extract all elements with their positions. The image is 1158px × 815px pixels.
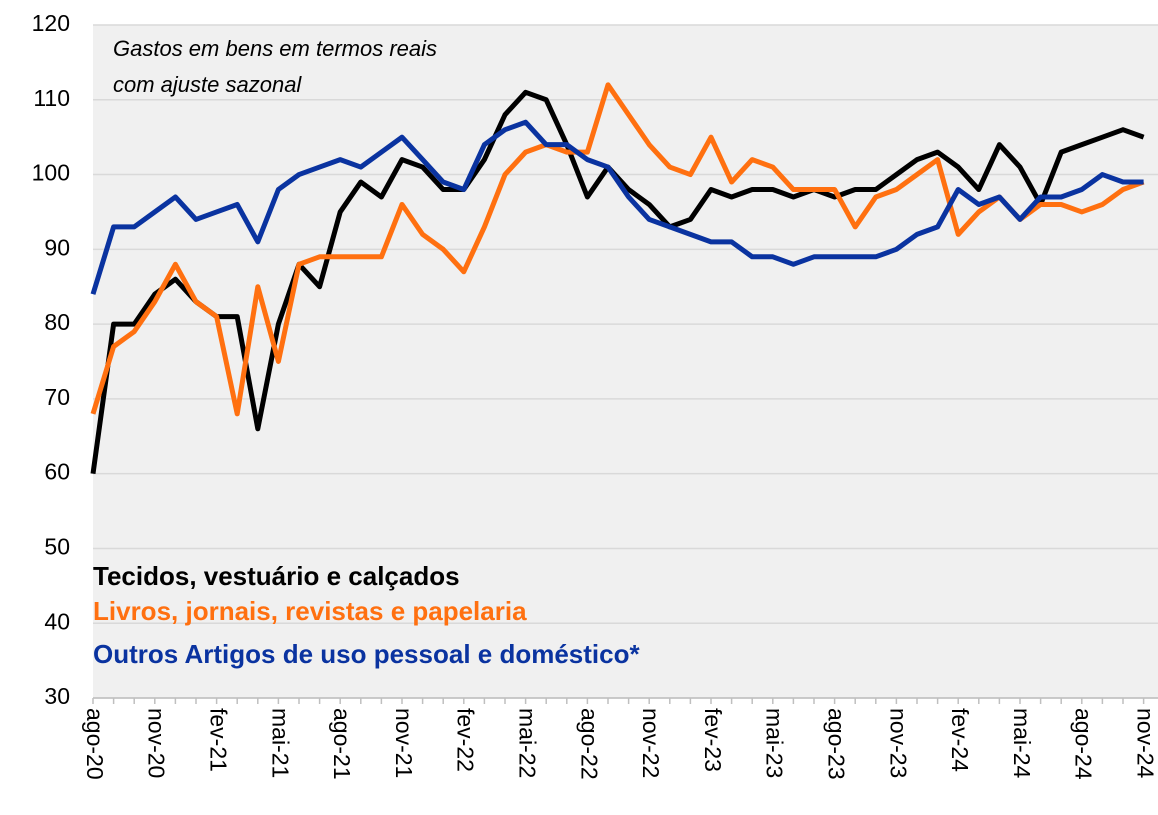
legend-entry: Outros Artigos de uso pessoal e doméstic…	[93, 639, 640, 669]
y-tick-label: 60	[44, 459, 70, 485]
x-tick-label: mai-23	[762, 708, 788, 778]
series-line	[90, 119, 1144, 295]
y-tick-label: 70	[44, 384, 70, 410]
y-tick-label: 90	[44, 234, 70, 260]
x-tick-label: fev-22	[453, 708, 479, 772]
legend-entry: Tecidos, vestuário e calçados	[93, 561, 460, 591]
x-tick-label: nov-24	[1133, 708, 1158, 779]
y-tick-label: 100	[32, 160, 70, 186]
x-tick-label: ago-24	[1071, 708, 1097, 780]
x-tick-label: mai-24	[1009, 708, 1035, 779]
annotation: com ajuste sazonal	[113, 72, 302, 97]
legend-entry: Livros, jornais, revistas e papelaria	[93, 596, 527, 626]
y-tick-label: 120	[32, 10, 70, 36]
x-tick-label: ago-22	[576, 708, 602, 780]
y-tick-label: 50	[44, 534, 70, 560]
y-tick-label: 40	[44, 608, 70, 634]
x-tick-label: ago-23	[824, 708, 850, 780]
x-tick-label: nov-20	[144, 708, 170, 778]
annotation: Gastos em bens em termos reais	[113, 36, 437, 61]
x-tick-label: fev-24	[947, 708, 973, 772]
x-tick-label: ago-20	[82, 708, 108, 780]
x-tick-label: nov-21	[391, 708, 417, 778]
x-tick-label: ago-21	[329, 708, 355, 780]
y-tick-label: 110	[33, 85, 70, 111]
x-tick-label: nov-23	[885, 708, 911, 778]
x-tick-label: fev-21	[206, 708, 232, 772]
x-tick-label: mai-21	[267, 708, 293, 778]
y-tick-label: 80	[44, 309, 70, 335]
series-line	[90, 82, 1145, 417]
x-tick-label: fev-23	[700, 708, 726, 772]
y-tick-label: 30	[44, 683, 70, 709]
x-tick-label: nov-22	[638, 708, 664, 778]
x-tick-label: mai-22	[515, 708, 541, 778]
